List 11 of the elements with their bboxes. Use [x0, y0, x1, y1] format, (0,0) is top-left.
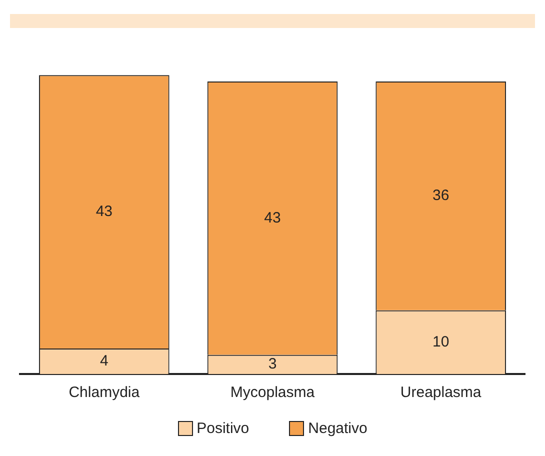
- data-label: 10: [432, 333, 450, 350]
- x-tick-label: Mycoplasma: [230, 384, 316, 402]
- data-label: 36: [432, 187, 450, 204]
- legend-label: Positivo: [196, 420, 250, 437]
- legend-label: Negativo: [308, 420, 368, 437]
- data-label: 3: [268, 356, 277, 373]
- x-tick-label: Chlamydia: [68, 384, 140, 402]
- data-label: 43: [264, 209, 281, 226]
- data-label: 4: [100, 352, 108, 370]
- x-tick-label: Ureaplasma: [400, 384, 482, 402]
- data-label: 43: [96, 202, 113, 220]
